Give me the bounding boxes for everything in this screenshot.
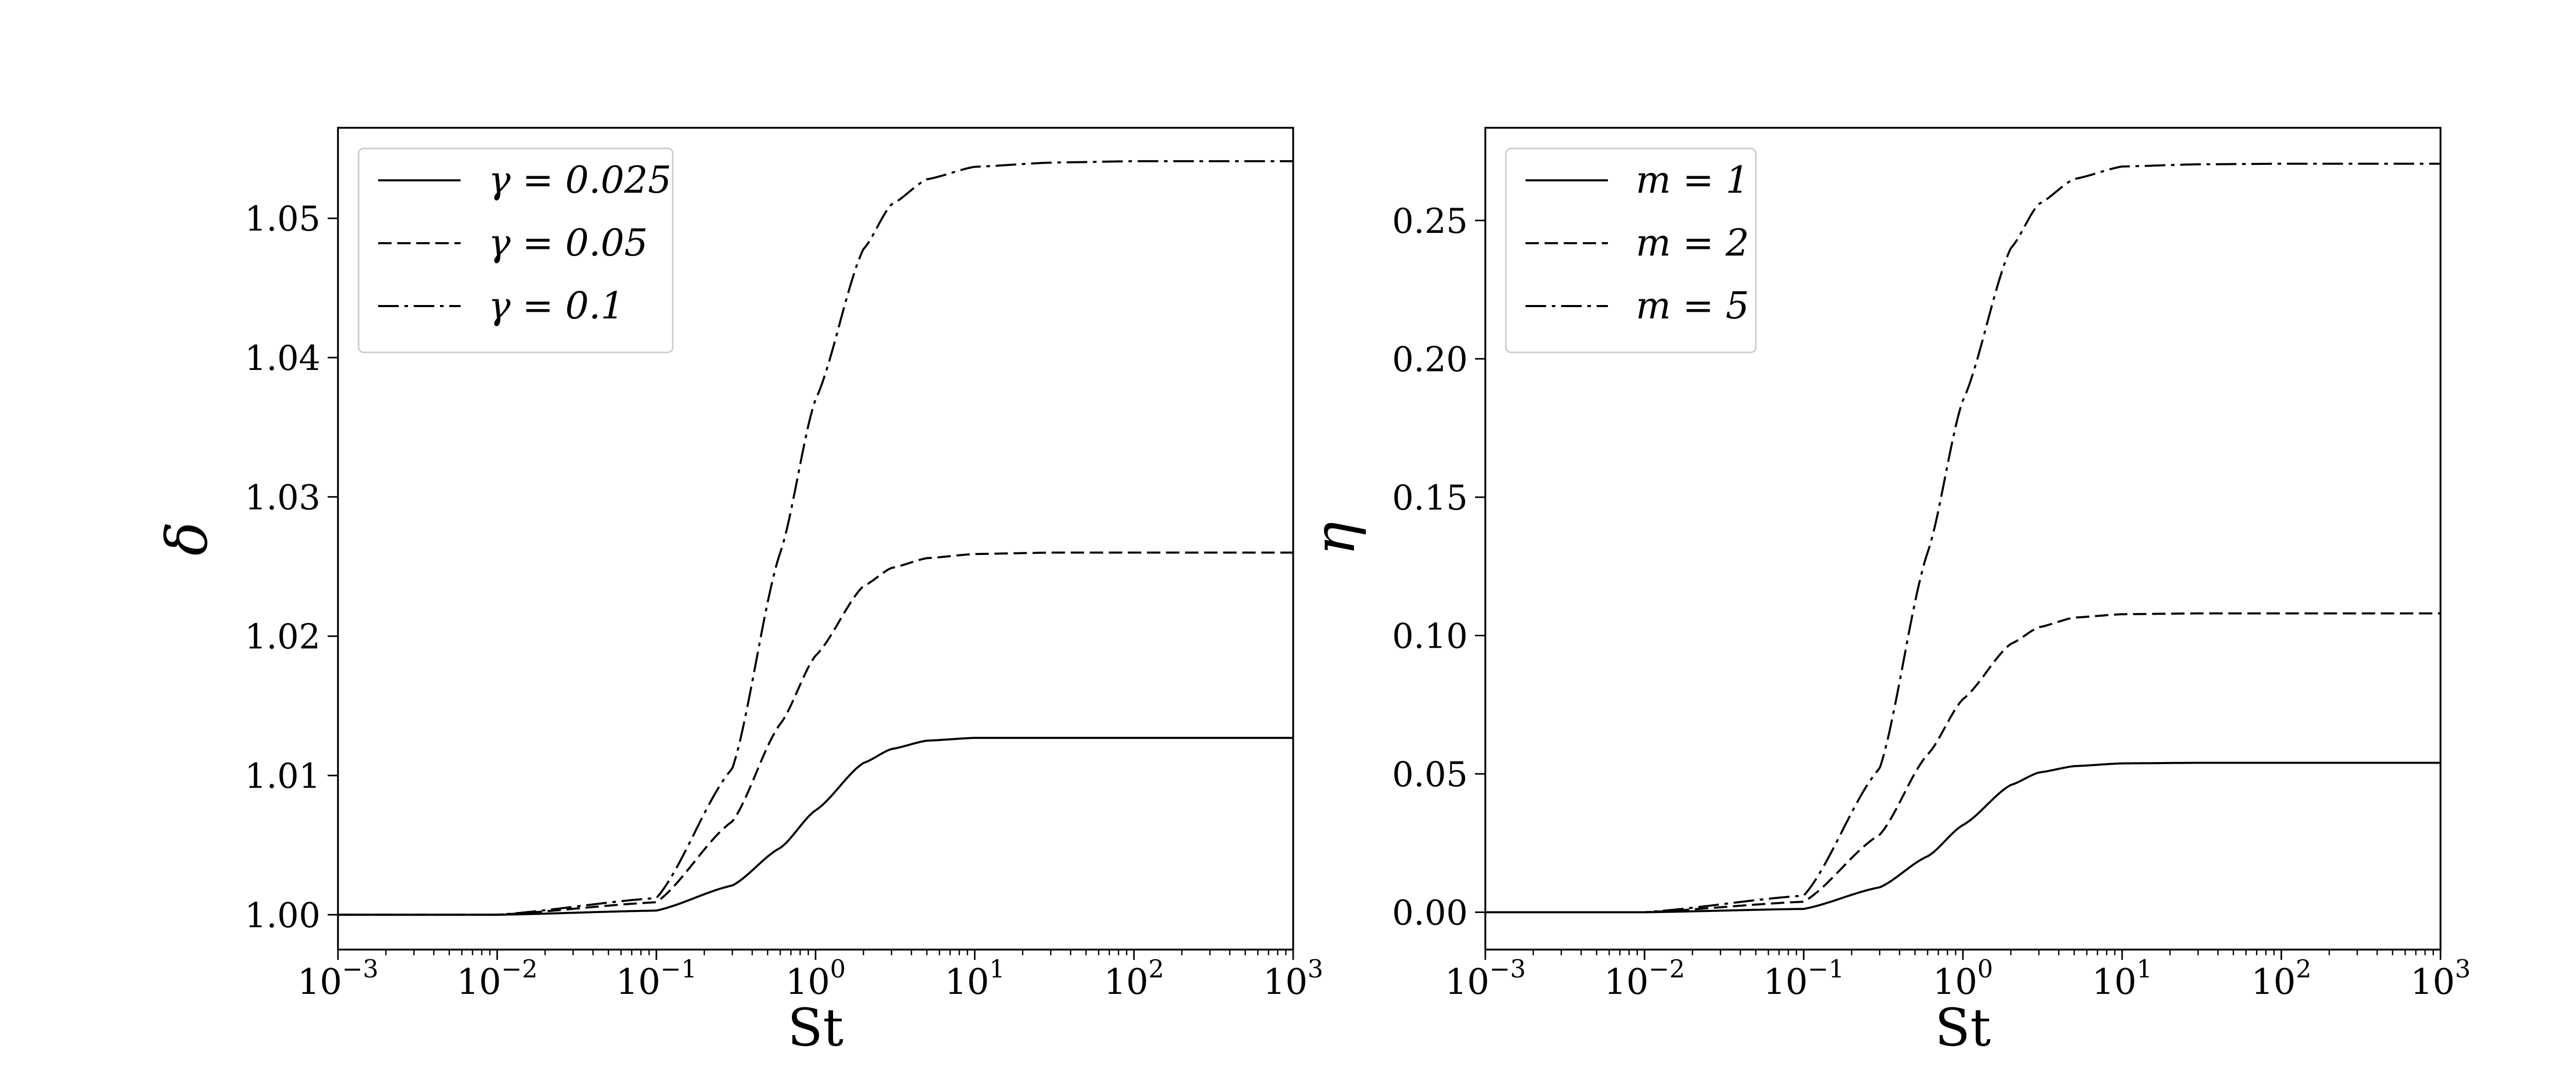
chart-eta-vs-st: 10−3 10−2 10−1 100 101 102 103 0.00 0.05 0.10 0.15… (1301, 127, 2471, 1058)
y-tick-label: 0.20 (1392, 340, 1468, 379)
x-tick-label: 10−1 (1763, 955, 1844, 1003)
y-tick-label: 0.15 (1392, 478, 1468, 518)
y-tick-label: 1.03 (245, 478, 320, 517)
x-tick-label: 103 (1263, 955, 1323, 1003)
x-tick-label: 100 (1933, 955, 1993, 1003)
x-tick-label: 10−2 (1604, 955, 1685, 1003)
x-tick-label: 10−3 (297, 955, 378, 1003)
y-tick-label: 0.10 (1392, 616, 1468, 656)
legend-label: γ = 0.025 (488, 158, 671, 201)
x-tick-label: 102 (2251, 955, 2311, 1003)
series-line-dashdot (338, 160, 1293, 916)
x-tick-label: 101 (2092, 955, 2152, 1003)
legend: m = 1 m = 2 m = 5 (1505, 147, 1757, 353)
y-tick-label: 1.04 (245, 339, 320, 378)
y-tick-label: 0.00 (1392, 893, 1468, 933)
x-tick-label: 100 (785, 955, 845, 1003)
y-axis-label: δ (154, 521, 220, 555)
y-tick-label: 1.01 (245, 756, 320, 796)
legend-label: γ = 0.05 (488, 221, 648, 264)
x-tick-label: 101 (944, 955, 1005, 1003)
y-axis-label: η (1301, 522, 1367, 556)
y-tick-label: 1.05 (245, 199, 320, 239)
series-line-dashdot (1485, 162, 2441, 914)
y-tick-label: 0.25 (1392, 201, 1468, 241)
legend-label: m = 5 (1636, 284, 1749, 327)
legend-label: γ = 0.1 (488, 284, 624, 327)
x-axis-label: St (788, 998, 844, 1058)
x-axis-label: St (1935, 998, 1991, 1058)
x-tick-label: 10−1 (616, 955, 697, 1003)
y-tick-label: 1.00 (245, 895, 320, 935)
x-tick-label: 102 (1104, 955, 1164, 1003)
x-tick-label: 103 (2410, 955, 2470, 1003)
y-tick-label: 0.05 (1392, 755, 1468, 794)
x-tick-label: 10−2 (456, 955, 537, 1003)
legend: γ = 0.025 γ = 0.05 γ = 0.1 (358, 147, 674, 353)
legend-label: m = 2 (1636, 221, 1749, 264)
y-tick-label: 1.02 (245, 617, 320, 657)
legend-label: m = 1 (1636, 158, 1749, 201)
x-tick-label: 10−3 (1445, 955, 1526, 1003)
chart-delta-vs-st: 10−3 10−2 10−1 100 101 102 103 1.00 1.01 1.02 1.03… (154, 127, 1324, 1058)
